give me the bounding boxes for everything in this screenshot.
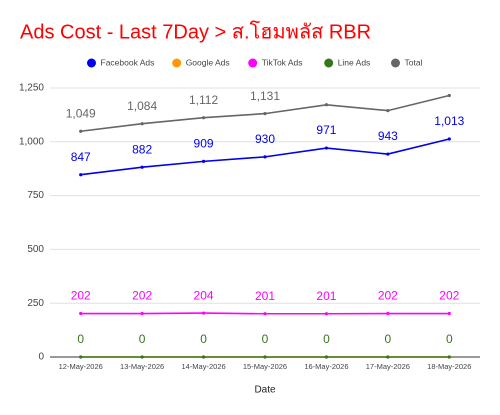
data-label: 202 bbox=[378, 289, 398, 303]
legend-marker bbox=[248, 58, 258, 68]
data-label: 204 bbox=[194, 288, 214, 302]
data-label: 943 bbox=[378, 129, 398, 143]
legend-marker bbox=[87, 58, 96, 68]
point bbox=[79, 311, 83, 316]
point bbox=[386, 152, 390, 156]
legend-marker bbox=[172, 58, 182, 68]
data-label: 202 bbox=[71, 289, 91, 303]
point bbox=[324, 355, 329, 359]
data-label: 1,084 bbox=[127, 99, 157, 113]
point bbox=[324, 103, 329, 107]
x-tick-label: 13-May-2026 bbox=[120, 362, 164, 371]
data-label: 202 bbox=[132, 289, 152, 303]
point bbox=[447, 137, 451, 141]
data-label: 201 bbox=[255, 289, 275, 303]
data-label: 1,013 bbox=[434, 114, 464, 128]
x-tick-label: 16-May-2026 bbox=[304, 362, 348, 371]
point bbox=[201, 116, 206, 120]
point bbox=[263, 355, 267, 359]
y-tick-label: 1,000 bbox=[19, 136, 44, 147]
point bbox=[79, 355, 83, 359]
data-label: 0 bbox=[323, 332, 330, 346]
point bbox=[140, 355, 144, 359]
data-label: 1,131 bbox=[250, 89, 280, 103]
legend-label: Total bbox=[405, 57, 423, 67]
point bbox=[324, 146, 329, 150]
point bbox=[447, 311, 451, 316]
chart-title: Ads Cost - Last 7Day > ส.โฮมพลัส RBR bbox=[20, 20, 371, 43]
point bbox=[386, 355, 390, 359]
point bbox=[386, 311, 390, 316]
point bbox=[140, 122, 144, 126]
data-label: 0 bbox=[262, 332, 269, 346]
legend-label: Line Ads bbox=[338, 57, 371, 67]
data-label: 0 bbox=[385, 332, 392, 346]
x-tick-label: 18-May-2026 bbox=[427, 362, 471, 371]
point bbox=[79, 173, 83, 177]
data-label: 0 bbox=[139, 332, 146, 346]
point bbox=[201, 355, 206, 359]
legend-marker bbox=[391, 58, 400, 68]
y-tick-label: 1,250 bbox=[19, 83, 44, 94]
data-label: 0 bbox=[200, 332, 207, 346]
point bbox=[386, 108, 390, 113]
legend-marker bbox=[324, 58, 334, 68]
point bbox=[447, 93, 451, 98]
y-tick-label: 750 bbox=[27, 190, 44, 201]
data-label: 1,049 bbox=[66, 106, 96, 120]
x-tick-label: 15-May-2026 bbox=[243, 362, 287, 371]
data-label: 1,112 bbox=[189, 93, 218, 107]
data-label: 0 bbox=[446, 332, 453, 346]
data-label: 202 bbox=[439, 289, 459, 303]
point bbox=[263, 112, 267, 116]
x-tick-label: 17-May-2026 bbox=[366, 362, 410, 371]
data-label: 971 bbox=[316, 123, 336, 137]
point bbox=[263, 312, 267, 316]
point bbox=[324, 312, 329, 316]
x-axis-label: Date bbox=[254, 385, 276, 396]
y-tick-label: 250 bbox=[27, 298, 44, 309]
point bbox=[201, 159, 206, 163]
data-label: 0 bbox=[77, 332, 84, 346]
point bbox=[140, 165, 144, 169]
x-tick-label: 12-May-2026 bbox=[59, 362, 103, 371]
y-tick-label: 0 bbox=[38, 352, 44, 363]
point bbox=[140, 311, 144, 316]
x-tick-label: 14-May-2026 bbox=[181, 362, 225, 371]
data-label: 847 bbox=[71, 150, 91, 164]
point bbox=[447, 355, 451, 359]
legend-label: TikTok Ads bbox=[262, 57, 303, 67]
point bbox=[79, 129, 83, 133]
data-label: 930 bbox=[255, 132, 275, 146]
y-tick-label: 500 bbox=[27, 244, 44, 255]
legend-label: Facebook Ads bbox=[101, 57, 155, 67]
point bbox=[263, 155, 267, 159]
data-label: 909 bbox=[194, 137, 214, 151]
data-label: 201 bbox=[316, 289, 336, 303]
data-label: 882 bbox=[132, 142, 152, 156]
legend-label: Google Ads bbox=[186, 57, 230, 67]
point bbox=[201, 311, 206, 315]
